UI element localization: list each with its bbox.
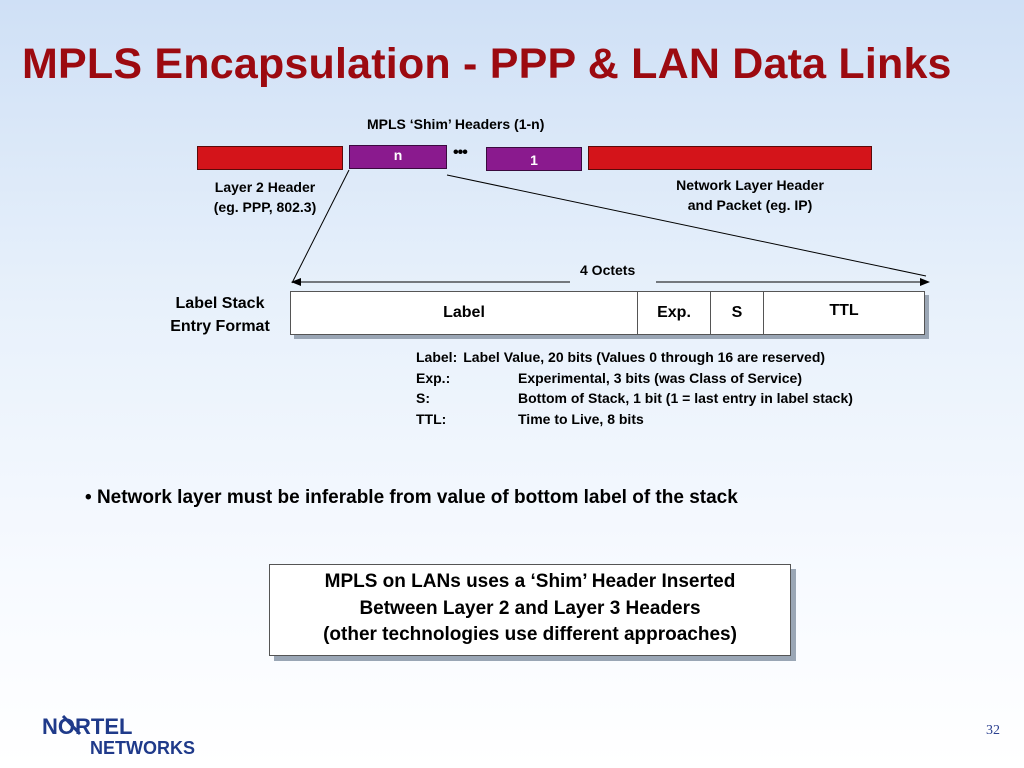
left-zoom-line xyxy=(291,169,350,284)
label-stack-entry: Label Exp. S TTL xyxy=(290,291,925,335)
note-line3: (other technologies use different approa… xyxy=(323,624,737,645)
legend-row: TTL: Time to Live, 8 bits xyxy=(416,409,853,430)
right-zoom-line xyxy=(446,174,927,277)
legend-key: S: xyxy=(416,390,430,406)
layer2-caption-line2: (eg. PPP, 802.3) xyxy=(213,199,317,215)
octets-label: 4 Octets xyxy=(580,262,636,278)
legend-row: Label: Label Value, 20 bits (Values 0 thr… xyxy=(416,347,853,368)
layer2-caption-line1: Layer 2 Header xyxy=(214,179,316,195)
network-caption: Network Layer Header and Packet (eg. IP) xyxy=(640,175,860,215)
shim-n-label: n xyxy=(393,147,403,163)
shim-header-1: 1 xyxy=(486,147,582,171)
network-layer-bar xyxy=(588,146,872,170)
field-s: S xyxy=(711,292,764,334)
network-caption-line2: and Packet (eg. IP) xyxy=(687,197,813,213)
field-label: Label xyxy=(291,292,638,334)
note-line2: Between Layer 2 and Layer 3 Headers xyxy=(359,597,701,619)
shim-header-n: n xyxy=(349,145,447,169)
page-number: 32 xyxy=(986,723,1000,738)
legend-key: Label: xyxy=(416,349,458,365)
legend-row: S: Bottom of Stack, 1 bit (1 = last entry… xyxy=(416,388,853,409)
field-legend: Label: Label Value, 20 bits (Values 0 thr… xyxy=(416,347,853,429)
bullet-dot: • xyxy=(85,487,92,508)
field-exp: Exp. xyxy=(638,292,711,334)
note-line1: MPLS on LANs uses a ‘Shim’ Header Insert… xyxy=(324,571,736,592)
entry-format-label: Label Stack Entry Format xyxy=(150,292,290,338)
bullet-point: • Network layer must be inferable from v… xyxy=(85,487,738,509)
layer2-caption: Layer 2 Header (eg. PPP, 802.3) xyxy=(190,177,340,217)
legend-key: TTL: xyxy=(416,410,447,427)
shim-caption: MPLS ‘Shim’ Headers (1-n) xyxy=(367,116,545,132)
bullet-text: Network layer must be inferable from val… xyxy=(96,487,738,508)
arrowhead-left xyxy=(291,278,301,286)
logo-text-2: NETWORKS xyxy=(90,738,195,758)
slide-title: MPLS Encapsulation - PPP & LAN Data Link… xyxy=(22,40,952,88)
nortel-logo-mark: NORTEL NETWORKS xyxy=(42,714,195,758)
legend-key: Exp.: xyxy=(416,369,451,386)
shim-note-box: MPLS on LANs uses a ‘Shim’ Header Insert… xyxy=(269,564,791,656)
legend-desc: Bottom of Stack, 1 bit (1 = last entry i… xyxy=(518,390,853,406)
ellipsis: ••• xyxy=(453,144,468,161)
nortel-networks-logo: NORTEL NETWORKS xyxy=(40,712,210,758)
shim-1-label: 1 xyxy=(530,152,538,168)
legend-desc: Time to Live, 8 bits xyxy=(518,410,644,427)
legend-desc: Experimental, 3 bits (was Class of Servi… xyxy=(518,369,803,386)
entry-format-label-line1: Label Stack xyxy=(175,295,265,312)
logo-text-1: NORTEL xyxy=(42,714,132,739)
network-caption-line1: Network Layer Header xyxy=(676,177,824,193)
legend-row: Exp.: Experimental, 3 bits (was Class of … xyxy=(416,368,853,389)
layer2-header-bar xyxy=(197,146,343,170)
entry-format-label-line2: Entry Format xyxy=(170,318,270,335)
legend-desc: Label Value, 20 bits (Values 0 through 1… xyxy=(463,349,826,365)
field-ttl: TTL xyxy=(829,302,859,319)
arrowhead-right xyxy=(920,278,930,286)
